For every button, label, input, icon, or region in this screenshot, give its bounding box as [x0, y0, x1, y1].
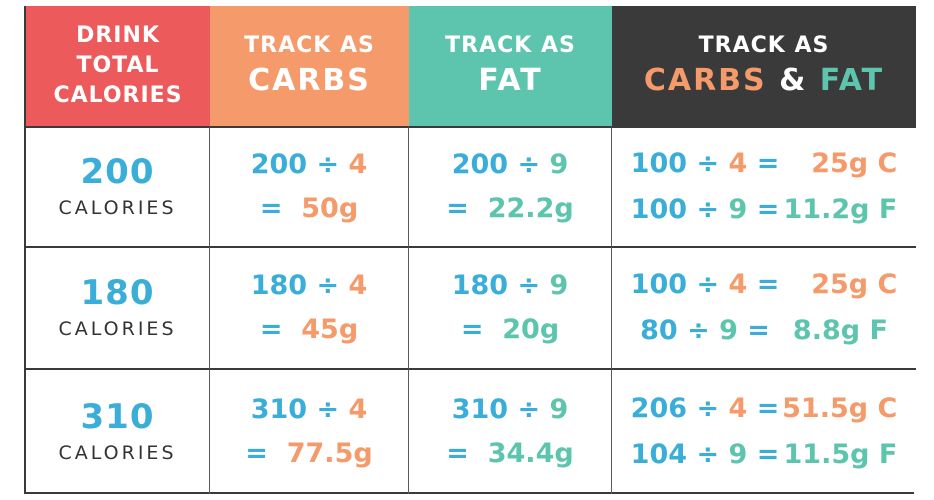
calories-value: 180 [80, 273, 155, 313]
fat-result-line: = 34.4g [446, 438, 574, 469]
mix-fat-line: 80 ÷ 9 = 8.8g F [640, 315, 888, 346]
fat-calc-line: 180 ÷ 9 [451, 270, 569, 301]
header-line: TRACK AS [445, 33, 576, 58]
header-line: CARBS [248, 63, 371, 98]
fat-calc-line: 310 ÷ 9 [451, 394, 569, 425]
fat-cell: 310 ÷ 9 = 34.4g [409, 368, 612, 494]
header-line: TRACK AS [244, 33, 375, 58]
calories-label: CALORIES [58, 197, 177, 219]
carbs-result-line: = 50g [259, 193, 359, 224]
mix-carbs-line: 206 ÷ 4 = 51.5g C [630, 393, 898, 424]
calories-cell: 310 CALORIES [26, 368, 210, 494]
carbs-and-fat-cell: 206 ÷ 4 = 51.5g C 104 ÷ 9 = 11.5g F [612, 368, 916, 494]
header-fat-word: FAT [819, 63, 885, 98]
header-line: TRACK AS [698, 33, 830, 58]
mix-carbs-line: 100 ÷ 4 = 25g C [630, 269, 898, 300]
carbs-calc-line: 310 ÷ 4 [250, 394, 368, 425]
fat-calc-line: 200 ÷ 9 [451, 149, 569, 180]
carbs-result-line: = 77.5g [245, 438, 373, 469]
fat-result-line: = 22.2g [446, 193, 574, 224]
mix-carbs-line: 100 ÷ 4 = 25g C [630, 148, 898, 179]
header-line: DRINK [76, 23, 160, 48]
carbs-cell: 310 ÷ 4 = 77.5g [210, 368, 409, 494]
mix-fat-line: 104 ÷ 9 = 11.5g F [630, 439, 898, 470]
calories-value: 310 [80, 397, 155, 437]
header-track-as-carbs: TRACK AS CARBS [210, 6, 409, 126]
carbs-and-fat-cell: 100 ÷ 4 = 25g C 80 ÷ 9 = 8.8g F [612, 246, 916, 368]
carbs-calc-line: 200 ÷ 4 [250, 149, 368, 180]
header-line: TOTAL [76, 53, 160, 78]
carbs-result-line: = 45g [259, 314, 359, 345]
carbs-cell: 200 ÷ 4 = 50g [210, 126, 409, 246]
header-track-as-fat: TRACK AS FAT [409, 6, 612, 126]
calories-label: CALORIES [58, 318, 177, 340]
header-carbs-word: CARBS [643, 63, 767, 98]
header-drink-total-calories: DRINK TOTAL CALORIES [26, 6, 210, 126]
carbs-calc-line: 180 ÷ 4 [250, 270, 368, 301]
fat-result-line: = 20g [460, 314, 560, 345]
header-track-as-carbs-and-fat: TRACK AS CARBS & FAT [612, 6, 916, 126]
calories-label: CALORIES [58, 442, 177, 464]
header-line: CALORIES [53, 83, 183, 108]
header-line: FAT [478, 63, 543, 98]
calories-cell: 200 CALORIES [26, 126, 210, 246]
carbs-cell: 180 ÷ 4 = 45g [210, 246, 409, 368]
carbs-and-fat-cell: 100 ÷ 4 = 25g C 100 ÷ 9 = 11.2g F [612, 126, 916, 246]
macro-tracking-table: DRINK TOTAL CALORIES TRACK AS CARBS TRAC… [24, 6, 916, 494]
calories-cell: 180 CALORIES [26, 246, 210, 368]
fat-cell: 180 ÷ 9 = 20g [409, 246, 612, 368]
header-line: CARBS & FAT [644, 61, 884, 101]
mix-fat-line: 100 ÷ 9 = 11.2g F [630, 194, 898, 225]
calories-value: 200 [80, 152, 155, 192]
header-ampersand: & [779, 63, 808, 98]
fat-cell: 200 ÷ 9 = 22.2g [409, 126, 612, 246]
